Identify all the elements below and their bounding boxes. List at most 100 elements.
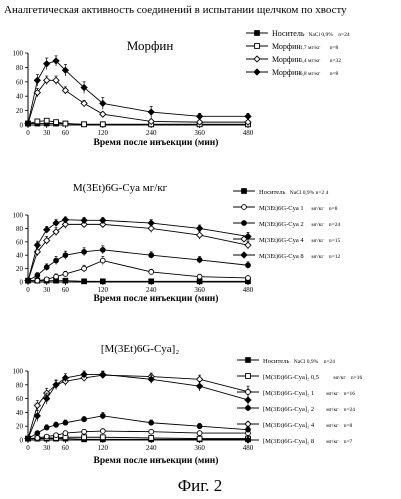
- data-point: [147, 224, 155, 233]
- legend-dose: мг/кг: [326, 407, 339, 413]
- legend-entry: M(3Et)6G-Cya 2 мг/кг n=24: [233, 220, 341, 228]
- x-tick-label: 0: [26, 444, 30, 452]
- data-point: [43, 60, 51, 68]
- legend-marker: [240, 251, 248, 259]
- legend-n: n=24: [338, 32, 350, 38]
- data-point: [53, 257, 59, 264]
- data-point: [80, 216, 88, 224]
- data-point: [61, 86, 70, 95]
- legend-marker: [245, 357, 251, 363]
- series-2: [25, 117, 251, 128]
- legend-dose: мг/кг: [333, 375, 346, 381]
- legend-marker: [254, 43, 260, 49]
- y-tick-label: 100: [13, 212, 24, 220]
- legend-dose: мг/кг: [311, 222, 324, 228]
- legend-marker: [241, 204, 247, 210]
- data-point: [52, 381, 60, 389]
- y-tick-label: 80: [16, 64, 24, 72]
- x-tick-label: 240: [146, 444, 157, 452]
- data-point: [81, 416, 87, 423]
- data-point: [34, 430, 41, 436]
- data-point: [99, 110, 107, 118]
- data-point: [195, 224, 204, 233]
- data-point: [34, 272, 41, 279]
- x-tick-label: 120: [98, 444, 109, 452]
- x-tick-label: 0: [26, 129, 30, 137]
- data-point: [80, 220, 88, 229]
- x-tick-label: 120: [98, 129, 109, 137]
- series-line: [27, 249, 249, 282]
- chart-title: Морфин: [127, 38, 174, 53]
- data-point: [24, 277, 32, 285]
- data-point: [24, 434, 32, 443]
- data-point: [81, 265, 87, 272]
- figure-title: Аналгетическая активность соединений в и…: [4, 4, 347, 16]
- data-point: [99, 220, 107, 229]
- legend-name: [M(3Et)6G-Cya]₂ 0,5: [263, 374, 319, 381]
- data-point: [43, 236, 51, 245]
- x-tick-label: 60: [62, 286, 70, 294]
- legend-marker: [245, 405, 251, 411]
- y-tick-label: 80: [16, 381, 24, 389]
- series-line: [27, 79, 248, 124]
- data-point: [196, 278, 203, 285]
- data-point: [81, 249, 87, 255]
- data-point: [62, 252, 69, 259]
- data-point: [62, 430, 69, 436]
- data-point: [62, 419, 69, 426]
- data-point: [62, 271, 69, 277]
- data-point: [43, 226, 51, 234]
- data-point: [99, 216, 107, 224]
- y-tick-label: 100: [13, 50, 24, 58]
- x-tick-label: 30: [43, 444, 51, 452]
- legend-n: n=8: [344, 423, 353, 429]
- data-point: [80, 99, 88, 108]
- data-point: [43, 433, 50, 440]
- x-tick-label: 240: [146, 129, 157, 137]
- data-point: [81, 121, 87, 128]
- legend-entry: [M(3Et)6G-Cya]₂ 4 мг/кг n=8: [237, 420, 353, 429]
- charts: Морфин 0 20 40 60 80 100 0 30 60 120 240 360 480 Время…: [13, 29, 363, 466]
- legend-entry: M(3Et)6G-Cya 1 мг/кг n=8: [233, 204, 338, 212]
- data-point: [81, 428, 87, 435]
- legend-marker: [254, 30, 260, 36]
- data-point: [43, 394, 51, 403]
- y-tick-label: 0: [20, 122, 24, 130]
- data-point: [43, 117, 50, 124]
- legend-n: n=12: [329, 254, 341, 260]
- chart-1: Морфин 0 20 40 60 80 100 0 30 60 120 240 360 480 Время…: [13, 29, 350, 148]
- data-point: [148, 428, 155, 435]
- legend-dose: мг/кг: [326, 423, 339, 429]
- x-tick-label: 480: [243, 444, 254, 452]
- data-point: [148, 419, 155, 426]
- data-point: [53, 273, 59, 280]
- data-point: [52, 76, 60, 84]
- x-tick-label: 120: [98, 286, 109, 294]
- x-axis-label: Время после инъекции (мин): [94, 455, 219, 466]
- data-point: [148, 435, 155, 441]
- data-point: [52, 57, 60, 65]
- data-point: [244, 241, 252, 249]
- data-point: [81, 278, 87, 285]
- legend-dose: 6,8 мг/кг: [300, 71, 321, 77]
- chart-3: [M(3Et)6G-Cya]₂ 0 20 40 60 80 100 0 30 60 120 240 36…: [13, 343, 363, 466]
- x-tick-label: 30: [43, 286, 51, 294]
- data-point: [34, 435, 41, 441]
- figure-caption: Фиг. 2: [178, 476, 223, 495]
- legend-marker: [245, 373, 251, 379]
- legend-entry: [M(3Et)6G-Cya]₂ 1 мг/кг n=16: [237, 389, 355, 397]
- legend-entry: [M(3Et)6G-Cya]₂ 0,5 мг/кг n=16: [237, 373, 363, 381]
- legend-name: Морфин: [272, 55, 301, 64]
- data-point: [245, 275, 251, 281]
- legend-name: M(3Et)6G-Cya 2: [259, 221, 304, 228]
- data-point: [61, 374, 70, 382]
- legend-name: [M(3Et)6G-Cya]₂ 8: [263, 438, 314, 445]
- series-line: [28, 280, 248, 282]
- chart-title: [M(3Et)6G-Cya]₂: [101, 343, 180, 355]
- data-point: [147, 108, 155, 116]
- legend-dose: мг/кг: [311, 254, 324, 260]
- legend-n: n=24: [324, 359, 336, 365]
- legend-name: Морфин: [272, 42, 301, 51]
- x-axis-label: Время после инъекции (мин): [94, 293, 219, 304]
- legend-entry: Носитель NaCl 0,9% n=24: [237, 357, 336, 365]
